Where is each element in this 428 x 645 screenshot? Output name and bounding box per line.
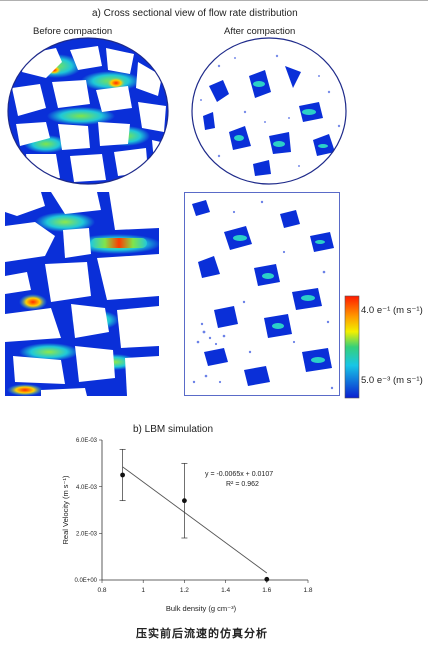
data-point	[120, 472, 125, 478]
y-tick-label: 0.0E+00	[74, 578, 97, 584]
after-compaction-zoom	[184, 192, 340, 396]
figure-caption: 压实前后流速的仿真分析	[136, 628, 268, 640]
y-tick-label: 4.0E-03	[76, 485, 98, 491]
chart-layer: 0.8 1 1.2 1.4 1.6 1.8 0.0E+00 2.0E-03 4.0E-03 6.0…	[74, 438, 312, 594]
color-scale-bar	[344, 295, 360, 399]
top-rule	[0, 0, 428, 1]
r-squared-label: R² = 0.962	[226, 481, 259, 488]
x-axis-label: Bulk density (g cm⁻³)	[166, 604, 237, 613]
x-tick-label: 0.8	[97, 587, 106, 594]
before-compaction-circle	[7, 37, 169, 185]
trendline-equation: y = -0.0065x + 0.0107	[205, 471, 273, 478]
trendline	[122, 466, 268, 574]
data-point	[182, 498, 187, 504]
after-compaction-label: After compaction	[224, 26, 296, 37]
before-compaction-zoom	[5, 192, 159, 396]
before-compaction-label: Before compaction	[33, 26, 113, 37]
y-tick-label: 6.0E-03	[76, 438, 98, 444]
x-tick-label: 1.2	[180, 587, 189, 594]
x-tick-label: 1	[141, 587, 145, 594]
panel-a-title: a) Cross sectional view of flow rate dis…	[92, 8, 298, 19]
y-axis-label: Real Velocity (m s⁻¹)	[61, 475, 70, 544]
lbm-scatter-chart: 0.8 1 1.2 1.4 1.6 1.8 0.0E+00 2.0E-03 4.0E-03 6.0…	[61, 438, 313, 613]
legend-low-label: 5.0 e⁻³ (m s⁻¹)	[361, 375, 423, 386]
x-tick-label: 1.8	[303, 587, 312, 594]
y-tick-label: 2.0E-03	[76, 532, 98, 538]
data-point	[264, 576, 270, 582]
panel-b-title: b) LBM simulation	[133, 424, 214, 435]
x-tick-label: 1.6	[262, 587, 271, 594]
after-compaction-circle	[191, 37, 347, 185]
legend-high-label: 4.0 e⁻¹ (m s⁻¹)	[361, 305, 423, 316]
x-tick-label: 1.4	[221, 587, 230, 594]
